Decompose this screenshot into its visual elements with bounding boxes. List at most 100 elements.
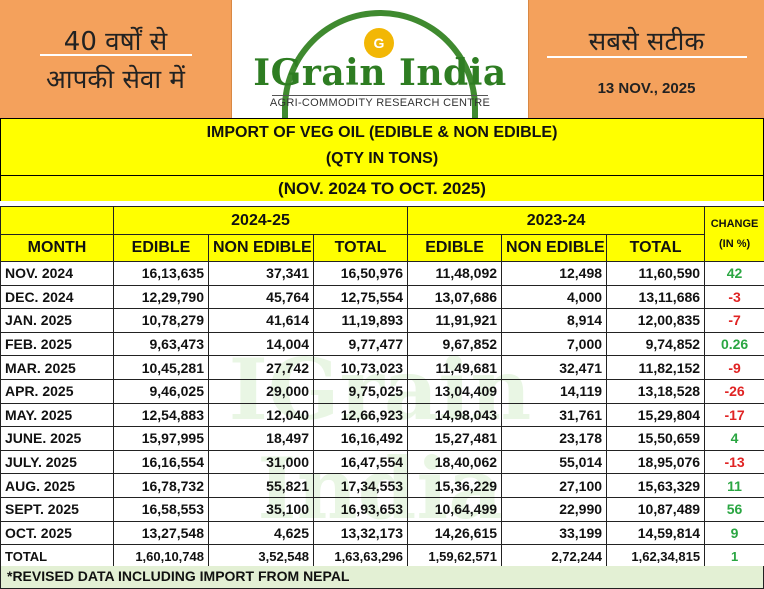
total-2024-25-cell: 9,77,477 xyxy=(314,332,408,356)
edible-2023-24-cell: 14,98,043 xyxy=(408,403,502,427)
tagline-left-line2: आपकी सेवा में xyxy=(0,60,231,96)
header-banner: 40 वर्षों से आपकी सेवा में G IGrain Indi… xyxy=(0,0,764,118)
total-2024-25-cell: 16,50,976 xyxy=(314,262,408,286)
table-row: FEB. 20259,63,47314,0049,77,4779,67,8527… xyxy=(1,332,764,356)
col-total: TOTAL xyxy=(607,235,705,262)
edible-2023-24-cell: 10,64,499 xyxy=(408,497,502,521)
change-cell: 11 xyxy=(705,474,764,498)
edible-2024-25-cell: 12,29,790 xyxy=(114,285,209,309)
edible-2023-24-cell: 15,36,229 xyxy=(408,474,502,498)
table-row: NOV. 202416,13,63537,34116,50,97611,48,0… xyxy=(1,262,764,286)
non-edible-2023-24-cell: 2,72,244 xyxy=(502,545,607,569)
period-header-2023-24: 2023-24 xyxy=(408,207,705,235)
non-edible-2023-24-cell: 55,014 xyxy=(502,450,607,474)
month-cell: SEPT. 2025 xyxy=(1,497,114,521)
non-edible-2024-25-cell: 41,614 xyxy=(209,309,314,333)
non-edible-2024-25-cell: 35,100 xyxy=(209,497,314,521)
non-edible-2024-25-cell: 45,764 xyxy=(209,285,314,309)
month-cell: OCT. 2025 xyxy=(1,521,114,545)
non-edible-2024-25-cell: 29,000 xyxy=(209,379,314,403)
total-2023-24-cell: 15,63,329 xyxy=(607,474,705,498)
edible-2024-25-cell: 13,27,548 xyxy=(114,521,209,545)
tagline-left-box: 40 वर्षों से आपकी सेवा में xyxy=(0,0,232,118)
edible-2024-25-cell: 16,78,732 xyxy=(114,474,209,498)
edible-2024-25-cell: 16,16,554 xyxy=(114,450,209,474)
non-edible-2023-24-cell: 31,761 xyxy=(502,403,607,427)
edible-2024-25-cell: 9,63,473 xyxy=(114,332,209,356)
edible-2023-24-cell: 13,04,409 xyxy=(408,379,502,403)
total-2023-24-cell: 9,74,852 xyxy=(607,332,705,356)
total-2023-24-cell: 11,60,590 xyxy=(607,262,705,286)
total-2023-24-cell: 13,11,686 xyxy=(607,285,705,309)
change-cell: -3 xyxy=(705,285,764,309)
month-cell: AUG. 2025 xyxy=(1,474,114,498)
edible-2023-24-cell: 11,91,921 xyxy=(408,309,502,333)
footnote: *REVISED DATA INCLUDING IMPORT FROM NEPA… xyxy=(0,566,764,589)
change-cell: -17 xyxy=(705,403,764,427)
change-cell: 4 xyxy=(705,427,764,451)
non-edible-2024-25-cell: 27,742 xyxy=(209,356,314,380)
col-total: TOTAL xyxy=(314,235,408,262)
edible-2024-25-cell: 1,60,10,748 xyxy=(114,545,209,569)
month-cell: JULY. 2025 xyxy=(1,450,114,474)
edible-2023-24-cell: 11,49,681 xyxy=(408,356,502,380)
total-2024-25-cell: 12,75,554 xyxy=(314,285,408,309)
total-2023-24-cell: 15,50,659 xyxy=(607,427,705,451)
edible-2024-25-cell: 16,58,553 xyxy=(114,497,209,521)
non-edible-2023-24-cell: 27,100 xyxy=(502,474,607,498)
report-unit: (QTY IN TONS) xyxy=(1,147,763,175)
table-row: JULY. 202516,16,55431,00016,47,55418,40,… xyxy=(1,450,764,474)
month-cell: MAY. 2025 xyxy=(1,403,114,427)
total-row: TOTAL1,60,10,7483,52,5481,63,63,2961,59,… xyxy=(1,545,764,569)
total-2024-25-cell: 9,75,025 xyxy=(314,379,408,403)
table-row: SEPT. 202516,58,55335,10016,93,65310,64,… xyxy=(1,497,764,521)
month-cell: JUNE. 2025 xyxy=(1,427,114,451)
change-unit: (IN %) xyxy=(709,234,760,254)
tagline-right-line1: सबसे सटीक xyxy=(529,22,764,58)
non-edible-2023-24-cell: 8,914 xyxy=(502,309,607,333)
change-cell: 0.26 xyxy=(705,332,764,356)
total-2024-25-cell: 12,66,923 xyxy=(314,403,408,427)
month-cell: MAR. 2025 xyxy=(1,356,114,380)
non-edible-2023-24-cell: 12,498 xyxy=(502,262,607,286)
total-2024-25-cell: 16,93,653 xyxy=(314,497,408,521)
table-row: MAR. 202510,45,28127,74210,73,02311,49,6… xyxy=(1,356,764,380)
edible-2023-24-cell: 9,67,852 xyxy=(408,332,502,356)
non-edible-2024-25-cell: 37,341 xyxy=(209,262,314,286)
change-label: CHANGE xyxy=(709,214,760,234)
edible-2024-25-cell: 12,54,883 xyxy=(114,403,209,427)
logo: G IGrain India AGRI-COMMODITY RESEARCH C… xyxy=(232,0,528,118)
edible-2024-25-cell: 15,97,995 xyxy=(114,427,209,451)
edible-2023-24-cell: 15,27,481 xyxy=(408,427,502,451)
total-2024-25-cell: 16,16,492 xyxy=(314,427,408,451)
non-edible-2023-24-cell: 33,199 xyxy=(502,521,607,545)
table-row: OCT. 202513,27,5484,62513,32,17314,26,61… xyxy=(1,521,764,545)
change-cell: 9 xyxy=(705,521,764,545)
header-blank xyxy=(1,207,114,235)
logo-name: IGrain India xyxy=(232,52,528,94)
non-edible-2023-24-cell: 23,178 xyxy=(502,427,607,451)
title-block: IMPORT OF VEG OIL (EDIBLE & NON EDIBLE) … xyxy=(0,118,764,201)
total-2023-24-cell: 14,59,814 xyxy=(607,521,705,545)
change-header: CHANGE (IN %) xyxy=(705,207,764,262)
month-cell: NOV. 2024 xyxy=(1,262,114,286)
table-row: AUG. 202516,78,73255,82117,34,55315,36,2… xyxy=(1,474,764,498)
non-edible-2023-24-cell: 14,119 xyxy=(502,379,607,403)
total-2023-24-cell: 15,29,804 xyxy=(607,403,705,427)
edible-2024-25-cell: 10,78,279 xyxy=(114,309,209,333)
non-edible-2024-25-cell: 55,821 xyxy=(209,474,314,498)
total-2023-24-cell: 12,00,835 xyxy=(607,309,705,333)
col-edible: EDIBLE xyxy=(408,235,502,262)
change-cell: -26 xyxy=(705,379,764,403)
logo-tagline: AGRI-COMMODITY RESEARCH CENTRE xyxy=(232,97,528,109)
tagline-left-line1: 40 वर्षों से xyxy=(0,22,231,58)
table-row: JUNE. 202515,97,99518,49716,16,49215,27,… xyxy=(1,427,764,451)
edible-2023-24-cell: 18,40,062 xyxy=(408,450,502,474)
edible-2024-25-cell: 9,46,025 xyxy=(114,379,209,403)
total-2023-24-cell: 10,87,489 xyxy=(607,497,705,521)
import-table: 2024-25 2023-24 CHANGE (IN %) MONTH EDIB… xyxy=(0,206,764,569)
edible-2023-24-cell: 14,26,615 xyxy=(408,521,502,545)
change-cell: -7 xyxy=(705,309,764,333)
report-date: 13 NOV., 2025 xyxy=(529,80,764,97)
total-2024-25-cell: 13,32,173 xyxy=(314,521,408,545)
